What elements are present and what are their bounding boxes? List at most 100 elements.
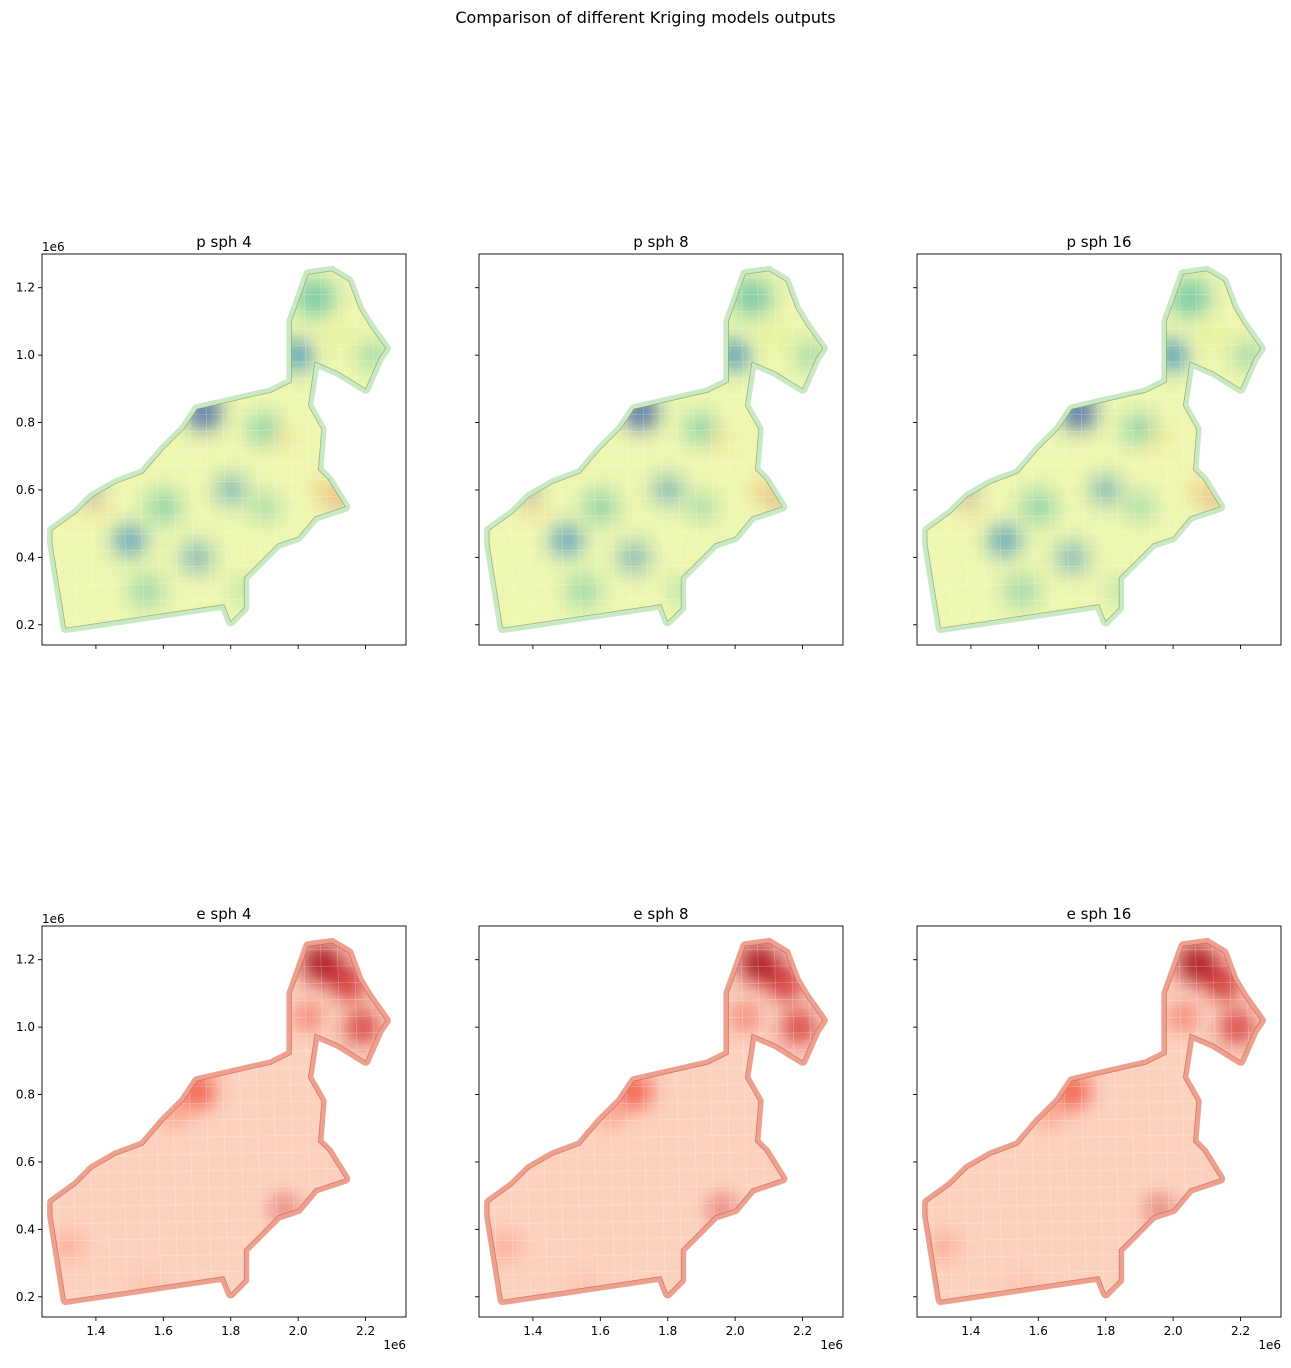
kriging-blob — [963, 499, 979, 515]
region-fill — [927, 942, 1261, 1301]
kriging-blob — [686, 414, 717, 445]
kriging-blob — [301, 942, 342, 984]
panel-4: e sph 4 0.2 0.4 0.6 0.8 1.0 1.2 1.4 1.6 1.8 2.0 2.2… — [16, 905, 407, 1352]
panel-title: e sph 4 — [196, 905, 251, 923]
kriging-blob — [1196, 321, 1231, 356]
kriging-blob — [525, 499, 541, 515]
figure-suptitle: Comparison of different Kriging models o… — [455, 8, 836, 27]
x-tick-label: 2.0 — [289, 1324, 308, 1338]
x-tick-label: 1.8 — [221, 1324, 240, 1338]
kriging-blob — [316, 481, 334, 499]
kriging-blob — [989, 525, 1020, 556]
axes-frame — [41, 925, 407, 1318]
region-fill — [52, 942, 386, 1301]
kriging-blob — [782, 1010, 817, 1045]
kriging-blob — [181, 542, 213, 573]
kriging-blob — [1169, 277, 1211, 319]
kriging-blob — [1191, 481, 1209, 499]
y-tick-label: 0.2 — [16, 1290, 35, 1304]
x-offset-label: 1e6 — [820, 1338, 843, 1352]
axes-frame — [916, 253, 1282, 646]
panel-title: p sph 8 — [633, 233, 688, 251]
x-tick-label: 1.4 — [961, 1324, 980, 1338]
kriging-blob — [758, 321, 793, 356]
panel-1: p sph 4 0.2 0.4 0.6 0.8 1.0 1.2 1e6 — [16, 233, 407, 649]
kriging-blob — [146, 489, 181, 524]
kriging-blob — [274, 429, 295, 450]
kriging-blob — [114, 525, 145, 556]
kriging-blob — [551, 525, 582, 556]
kriging-blob — [618, 542, 650, 573]
panel-title: p sph 4 — [196, 233, 251, 251]
kriging-blob — [654, 476, 682, 504]
y-tick-label: 0.2 — [16, 618, 35, 632]
kriging-blob — [88, 499, 104, 515]
kriging-blob — [687, 493, 715, 521]
y-offset-label: 1e6 — [42, 912, 65, 926]
y-tick-label: 1.0 — [16, 348, 35, 362]
x-offset-label: 1e6 — [383, 1338, 406, 1352]
axes-frame — [41, 253, 407, 646]
y-tick-label: 0.6 — [16, 483, 35, 497]
kriging-blob — [217, 476, 245, 504]
kriging-blob — [1149, 429, 1170, 450]
x-tick-label: 2.2 — [356, 1324, 375, 1338]
kriging-blob — [250, 493, 278, 521]
kriging-blob — [930, 1232, 958, 1260]
kriging-blob — [296, 1005, 321, 1029]
panel-6: e sph 16 1.4 1.6 1.8 2.0 2.2 1e6 — [913, 905, 1282, 1352]
kriging-blob — [738, 942, 779, 984]
kriging-blob — [1004, 574, 1039, 608]
kriging-blob — [1092, 476, 1120, 504]
panel-3: p sph 16 — [913, 233, 1282, 649]
y-tick-label: 1.2 — [16, 953, 35, 967]
y-tick-label: 0.4 — [16, 550, 35, 564]
x-offset-label: 1e6 — [1258, 1338, 1281, 1352]
kriging-blob — [129, 574, 164, 608]
panel-title: e sph 16 — [1067, 905, 1132, 923]
panel-2: p sph 8 — [475, 233, 844, 649]
y-tick-label: 0.6 — [16, 1155, 35, 1169]
kriging-blob — [583, 489, 618, 524]
panel-title: e sph 8 — [633, 905, 688, 923]
kriging-blob — [731, 277, 773, 319]
x-tick-label: 1.6 — [591, 1324, 610, 1338]
y-tick-label: 1.0 — [16, 1020, 35, 1034]
y-tick-label: 0.4 — [16, 1222, 35, 1236]
kriging-blob — [249, 414, 280, 445]
x-tick-label: 2.2 — [1231, 1324, 1250, 1338]
kriging-blob — [711, 429, 732, 450]
axes-frame — [478, 925, 844, 1318]
y-tick-label: 1.2 — [16, 281, 35, 295]
kriging-blob — [753, 481, 771, 499]
y-offset-label: 1e6 — [42, 240, 65, 254]
kriging-blob — [294, 277, 336, 319]
kriging-blob — [1220, 1010, 1255, 1045]
kriging-blob — [1171, 1005, 1196, 1029]
y-tick-label: 0.8 — [16, 1088, 35, 1102]
panel-5: e sph 8 1.4 1.6 1.8 2.0 2.2 1e6 — [475, 905, 844, 1352]
kriging-blob — [492, 1232, 520, 1260]
x-tick-label: 2.0 — [726, 1324, 745, 1338]
kriging-blob — [1021, 489, 1056, 524]
kriging-blob — [1176, 942, 1217, 984]
x-tick-label: 1.8 — [1096, 1324, 1115, 1338]
panel-title: p sph 16 — [1067, 233, 1132, 251]
region-fill — [489, 942, 823, 1301]
kriging-blob — [321, 321, 356, 356]
kriging-blob — [1125, 493, 1153, 521]
x-tick-label: 1.4 — [86, 1324, 105, 1338]
kriging-blob — [345, 1010, 380, 1045]
x-tick-label: 1.4 — [523, 1324, 542, 1338]
x-tick-label: 2.0 — [1164, 1324, 1183, 1338]
y-tick-label: 0.8 — [16, 416, 35, 430]
kriging-blob — [55, 1232, 83, 1260]
x-tick-label: 2.2 — [793, 1324, 812, 1338]
kriging-blob — [566, 574, 601, 608]
x-tick-label: 1.6 — [1029, 1324, 1048, 1338]
x-tick-label: 1.6 — [154, 1324, 173, 1338]
axes-frame — [478, 253, 844, 646]
kriging-blob — [1056, 542, 1088, 573]
